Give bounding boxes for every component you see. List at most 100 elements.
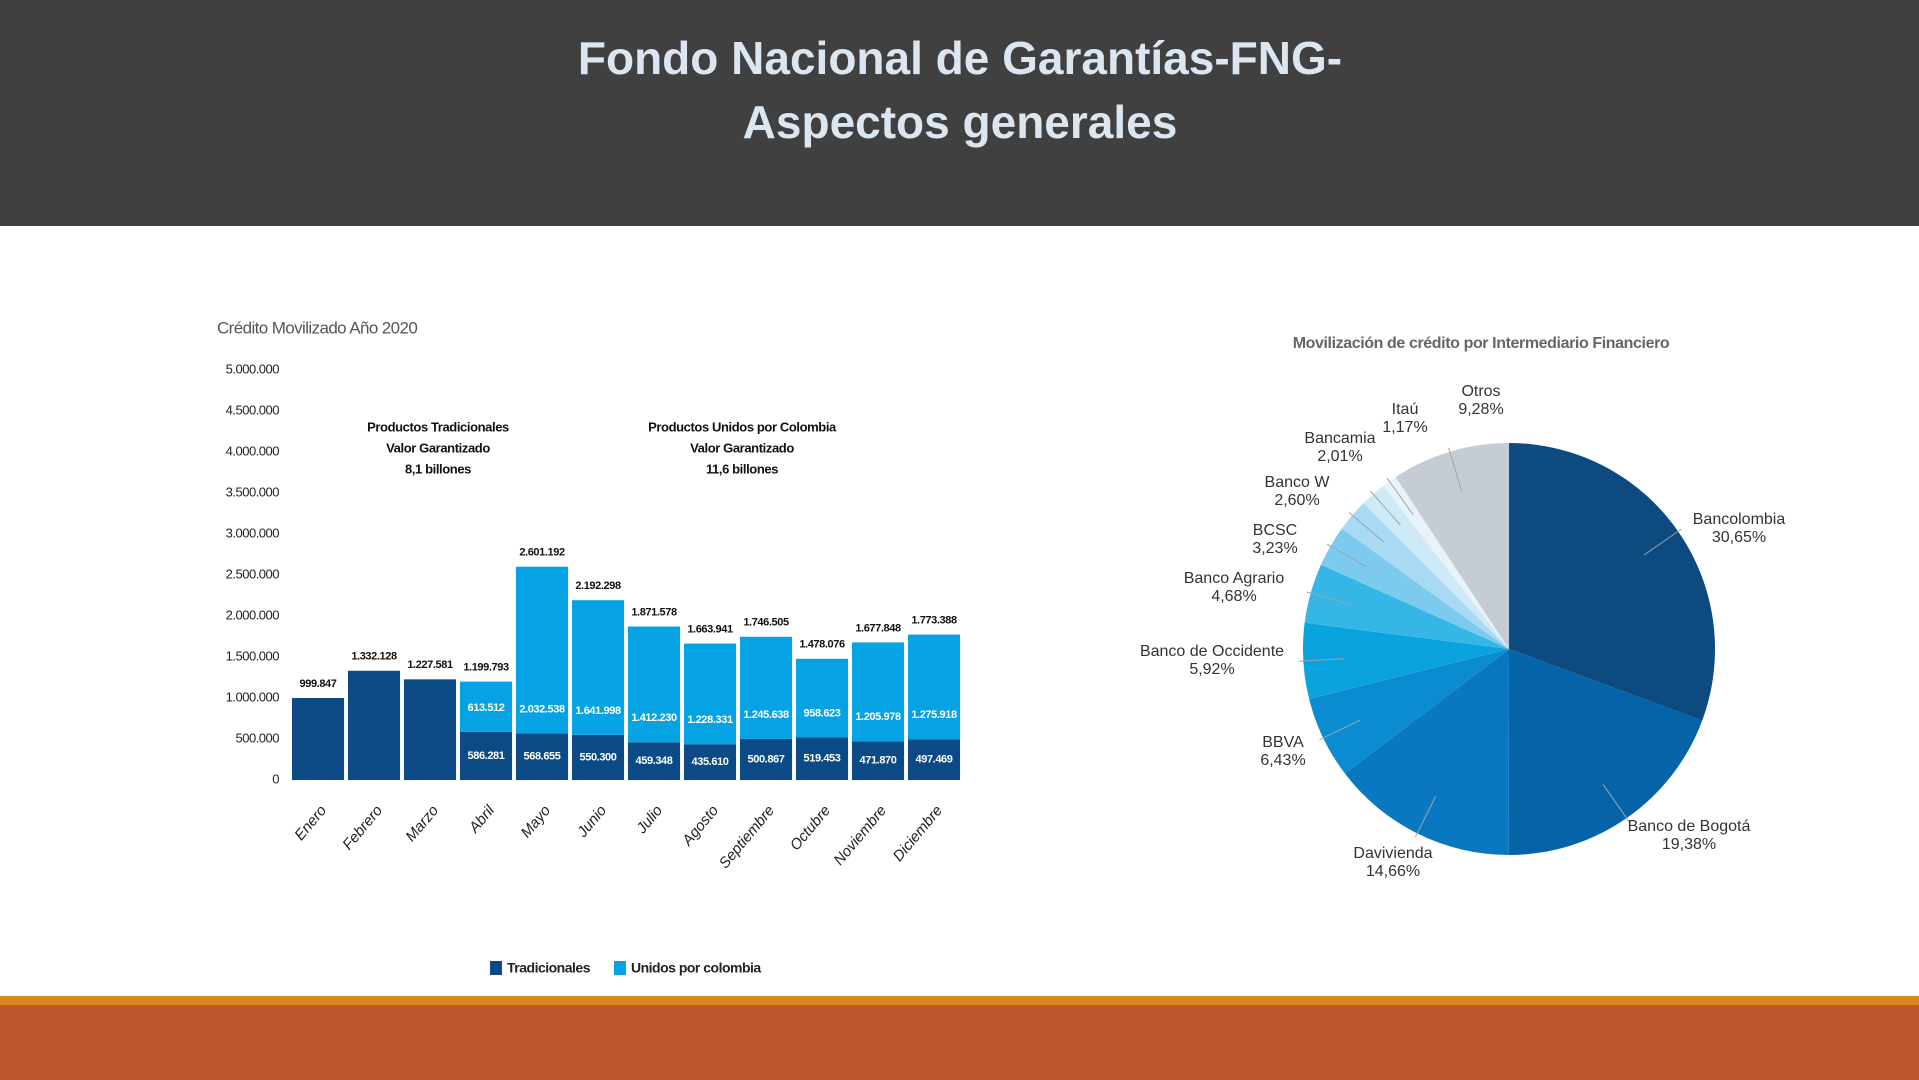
leader-line: [1643, 528, 1682, 556]
pie-value-label: 9,28%: [1458, 401, 1503, 418]
leader-line: [1370, 490, 1401, 526]
pie-value-label: 30,65%: [1712, 529, 1766, 546]
x-tick-label: Octubre: [787, 802, 834, 854]
bar-total-label: 1.199.793: [463, 662, 509, 674]
y-tick-label: 4.000.000: [226, 443, 280, 458]
annotation: Productos Tradicionales: [367, 419, 509, 434]
bar-value-label: 1.228.331: [687, 714, 733, 726]
bar-segment: [739, 636, 793, 739]
bar-value-label: 497.469: [916, 754, 953, 766]
pie-slice: [1508, 649, 1703, 855]
pie-slice: [1341, 502, 1509, 649]
leader-line: [1319, 719, 1361, 741]
legend-swatch: [490, 961, 502, 975]
bar-segment: [683, 643, 737, 745]
chart-title: Crédito Movilizado Año 2020: [217, 318, 417, 337]
bar-total-label: 1.773.388: [911, 614, 957, 626]
pie-category-label: Bancolombia: [1693, 511, 1786, 528]
bar-total-label: 2.601.192: [519, 547, 565, 559]
y-tick-label: 1.000.000: [226, 689, 280, 704]
y-tick-label: 5.000.000: [226, 361, 280, 376]
x-tick-label: Febrero: [339, 802, 386, 853]
pie-value-label: 2,60%: [1274, 492, 1319, 509]
pie-category-label: Davivienda: [1353, 845, 1432, 862]
pie-category-label: Bancamia: [1304, 430, 1375, 447]
bar-segment: [515, 733, 569, 780]
x-tick-label: Julio: [633, 802, 667, 837]
pie-category-label: Banco de Bogotá: [1628, 818, 1751, 835]
pie-value-label: 6,43%: [1260, 752, 1305, 769]
leader-line: [1602, 784, 1630, 822]
legend-label: Tradicionales: [507, 960, 591, 976]
bar-segment: [571, 734, 625, 780]
bar-value-label: 568.655: [524, 751, 561, 763]
annotation: 11,6 billones: [706, 461, 778, 476]
pie-slice: [1383, 477, 1509, 649]
annotation: Valor Garantizado: [386, 440, 490, 455]
pie-category-label: Banco Agrario: [1184, 570, 1285, 587]
x-tick-label: Noviembre: [830, 802, 890, 868]
leader-line: [1299, 658, 1345, 662]
pie-value-label: 4,68%: [1211, 588, 1256, 605]
pie-slice: [1309, 649, 1509, 774]
bar-segment: [347, 670, 401, 780]
bar-value-label: 1.412.230: [631, 712, 677, 724]
leader-line: [1386, 477, 1414, 516]
bar-total-label: 1.332.128: [351, 651, 397, 663]
pie-category-label: Banco de Occidente: [1140, 643, 1284, 660]
bar-segment: [739, 738, 793, 780]
footer-stripe: [0, 996, 1919, 1005]
bar-value-label: 1.205.978: [855, 711, 901, 723]
leader-line: [1414, 796, 1436, 838]
bar-value-label: 1.641.998: [575, 705, 621, 717]
bar-total-label: 1.871.578: [631, 606, 677, 618]
pie-category-label: BBVA: [1262, 734, 1304, 751]
bar-segment: [459, 681, 513, 732]
leader-line: [1448, 447, 1463, 492]
bar-value-label: 550.300: [580, 751, 617, 763]
pie-category-label: BCSC: [1253, 522, 1297, 539]
x-tick-label: Abril: [465, 802, 498, 837]
bar-segment: [627, 742, 681, 780]
x-tick-label: Marzo: [402, 802, 442, 845]
bar-value-label: 586.281: [468, 750, 505, 762]
annotation: 8,1 billones: [405, 461, 471, 476]
pie-slice: [1344, 649, 1509, 855]
bar-value-label: 1.275.918: [911, 709, 957, 721]
annotation: Valor Garantizado: [690, 440, 794, 455]
pie-slice: [1304, 564, 1509, 649]
pie-slice: [1303, 622, 1509, 699]
chart-title: Movilización de crédito por Intermediari…: [1293, 335, 1670, 352]
bar-segment: [291, 698, 345, 780]
bar-total-label: 1.227.581: [407, 659, 453, 671]
y-tick-label: 3.500.000: [226, 484, 280, 499]
y-tick-label: 0: [272, 771, 279, 786]
leader-line: [1348, 512, 1384, 543]
bar-segment: [795, 658, 849, 738]
bar-segment: [515, 566, 569, 734]
pie-category-label: Banco W: [1265, 474, 1331, 491]
y-tick-label: 500.000: [236, 730, 280, 745]
legend-swatch: [613, 961, 626, 975]
y-tick-label: 3.000.000: [226, 525, 280, 540]
bar-segment: [851, 741, 905, 780]
bar-value-label: 1.245.638: [743, 709, 789, 721]
bar-total-label: 1.746.505: [743, 617, 789, 629]
bar-value-label: 459.348: [636, 755, 673, 767]
pie-value-label: 3,23%: [1252, 540, 1297, 557]
pie-category-label: Itaú: [1392, 401, 1419, 418]
bar-total-label: 999.847: [300, 678, 337, 690]
pie-category-label: Otros: [1461, 383, 1500, 400]
bar-segment: [907, 634, 961, 740]
pie-slice: [1321, 528, 1509, 649]
bar-segment: [403, 679, 457, 780]
pie-slice: [1509, 443, 1715, 721]
pie-slice: [1363, 485, 1509, 649]
pie-slice: [1395, 443, 1509, 649]
bar-segment: [571, 600, 625, 735]
bar-value-label: 500.867: [748, 753, 785, 765]
leader-line: [1306, 591, 1351, 605]
header-band: [0, 0, 1919, 226]
bar-total-label: 1.677.848: [855, 622, 901, 634]
